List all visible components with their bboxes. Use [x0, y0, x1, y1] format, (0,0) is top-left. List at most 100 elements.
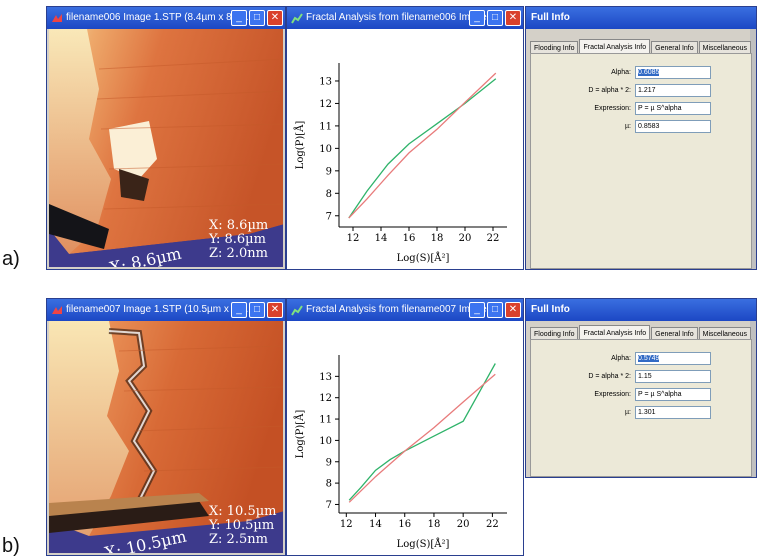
- maximize-icon[interactable]: □: [487, 302, 503, 318]
- mu-field[interactable]: 0.8583: [635, 120, 711, 133]
- tab-flooding-info[interactable]: Flooding Info: [530, 327, 579, 341]
- expression-field[interactable]: P = µ S^alpha: [635, 102, 711, 115]
- window-controls: _ □ ✕: [467, 10, 521, 26]
- window-controls: _ □ ✕: [229, 302, 283, 318]
- minimize-icon[interactable]: _: [469, 10, 485, 26]
- field-label: µ:: [625, 409, 631, 416]
- fractal-chart-a: 12 14 16 18 20 22 7 8 9 10 11 12 13 Log(S)[Å²] Log(P)[…: [294, 63, 507, 264]
- tab-flooding-info[interactable]: Flooding Info: [530, 41, 579, 55]
- window-title: Full Info: [531, 12, 570, 23]
- fractal-info-panel-a: Alpha: 0.6085 D = alpha * 2: 1.217 Expre…: [530, 53, 752, 269]
- chart-icon: [291, 305, 303, 316]
- fractal-window-a-titlebar[interactable]: Fractal Analysis from filename006 Image.…: [287, 7, 523, 29]
- scrollbar[interactable]: [750, 29, 756, 269]
- expression-field[interactable]: P = µ S^alpha: [635, 388, 711, 401]
- window-title: filename006 Image 1.STP (8.4µm x 8.6µ...: [66, 12, 255, 23]
- x-tick-label: 16: [398, 519, 411, 530]
- field-label: Alpha:: [611, 69, 631, 76]
- y-tick-label: 10: [319, 144, 332, 155]
- minimize-icon[interactable]: _: [231, 10, 247, 26]
- readout-x: X: 10.5µm: [209, 504, 277, 519]
- d-field[interactable]: 1.217: [635, 84, 711, 97]
- maximize-icon[interactable]: □: [487, 10, 503, 26]
- info-window-b-titlebar[interactable]: Full Info: [526, 299, 756, 321]
- minimize-icon[interactable]: _: [469, 302, 485, 318]
- tab-miscellaneous[interactable]: Miscellaneous: [698, 327, 752, 341]
- close-icon[interactable]: ✕: [267, 10, 283, 26]
- afm-3d-view-a[interactable]: X: 8.6µm Y: 8.6µm Z: 2.0nm X: 8.6µm: [49, 29, 283, 267]
- x-tick-label: 14: [375, 233, 388, 244]
- window-controls: _ □ ✕: [229, 10, 283, 26]
- tab-general-info[interactable]: General Info: [651, 327, 698, 341]
- x-tick-label: 22: [487, 233, 500, 244]
- minimize-icon[interactable]: _: [231, 302, 247, 318]
- maximize-icon[interactable]: □: [249, 10, 265, 26]
- fractal-window-b-titlebar[interactable]: Fractal Analysis from filename007 Image.…: [287, 299, 523, 321]
- info-window-b[interactable]: Full Info Flooding Info Fractal Analysis …: [525, 298, 757, 478]
- field-label: Alpha:: [611, 355, 631, 362]
- y-tick-label: 11: [319, 415, 332, 426]
- scrollbar[interactable]: [750, 321, 756, 477]
- field-value: 0.6085: [638, 69, 660, 76]
- readout-z: Z: 2.5nm: [209, 532, 268, 547]
- field-value: 0.5749: [638, 355, 660, 362]
- scan-readout-a: X: 8.6µm Y: 8.6µm Z: 2.0nm: [209, 219, 268, 261]
- tab-fractal-analysis-info[interactable]: Fractal Analysis Info: [579, 39, 651, 55]
- image-window-b-titlebar[interactable]: filename007 Image 1.STP (10.5µm x 10....: [47, 299, 285, 321]
- chart-icon: [291, 13, 303, 24]
- x-axis-title: Log(S)[Å²]: [397, 538, 450, 550]
- y-tick-label: 10: [319, 436, 332, 447]
- window-title: filename007 Image 1.STP (10.5µm x 10....: [66, 304, 254, 315]
- window-title: Fractal Analysis from filename007 Image.…: [306, 304, 495, 315]
- series-line-2: [348, 72, 497, 219]
- series-line-1: [348, 363, 496, 501]
- alpha-field[interactable]: 0.6085: [635, 66, 711, 79]
- y-tick-label: 8: [326, 479, 332, 490]
- field-label: Expression:: [594, 391, 631, 398]
- y-tick-label: 7: [326, 211, 332, 222]
- info-window-a-titlebar[interactable]: Full Info: [526, 7, 756, 29]
- image-window-a-titlebar[interactable]: filename006 Image 1.STP (8.4µm x 8.6µ...: [47, 7, 285, 29]
- fractal-window-b[interactable]: Fractal Analysis from filename007 Image.…: [286, 298, 524, 556]
- window-title: Full Info: [531, 304, 570, 315]
- alpha-field[interactable]: 0.5749: [635, 352, 711, 365]
- y-tick-label: 9: [326, 457, 332, 468]
- tab-miscellaneous[interactable]: Miscellaneous: [698, 41, 752, 55]
- image-window-a[interactable]: filename006 Image 1.STP (8.4µm x 8.6µ...…: [46, 6, 286, 270]
- x-tick-label: 18: [428, 519, 441, 530]
- app-icon: [52, 14, 62, 22]
- tab-general-info[interactable]: General Info: [651, 41, 698, 55]
- close-icon[interactable]: ✕: [267, 302, 283, 318]
- fractal-chart-b: 12 14 16 18 20 22 7 8 9 10 11 12 13 Log(S)[Å²] Log(P)[…: [294, 355, 507, 550]
- image-window-b[interactable]: filename007 Image 1.STP (10.5µm x 10....…: [46, 298, 286, 556]
- y-tick-label: 9: [326, 166, 332, 177]
- fractal-window-a[interactable]: Fractal Analysis from filename006 Image.…: [286, 6, 524, 270]
- d-field[interactable]: 1.15: [635, 370, 711, 383]
- readout-x: X: 8.6µm: [209, 218, 269, 233]
- close-icon[interactable]: ✕: [505, 10, 521, 26]
- info-window-a[interactable]: Full Info Flooding Info Fractal Analysis …: [525, 6, 757, 270]
- y-tick-label: 12: [319, 393, 332, 404]
- afm-surface-b: [49, 321, 283, 553]
- info-tabs-a: Flooding Info Fractal Analysis Info Genera…: [530, 37, 752, 55]
- fractal-plot-area-a: 12 14 16 18 20 22 7 8 9 10 11 12 13 Log(S)[Å²] Log(P)[…: [289, 29, 521, 267]
- readout-y: Y: 8.6µm: [209, 232, 266, 247]
- tab-fractal-analysis-info[interactable]: Fractal Analysis Info: [579, 325, 651, 341]
- afm-surface-a: [49, 29, 283, 267]
- mu-field[interactable]: 1.301: [635, 406, 711, 419]
- field-label: D = alpha * 2:: [588, 87, 631, 94]
- panel-label-a: a): [2, 248, 20, 270]
- window-controls: _ □ ✕: [467, 302, 521, 318]
- afm-3d-view-b[interactable]: X: 10.5µm Y: 10.5µm Z: 2.5nm X: 10.5µm: [49, 321, 283, 553]
- x-tick-label: 12: [340, 519, 353, 530]
- x-tick-label: 16: [403, 233, 416, 244]
- field-label: µ:: [625, 123, 631, 130]
- x-tick-label: 18: [431, 233, 444, 244]
- x-axis-title: Log(S)[Å²]: [397, 252, 450, 264]
- x-tick-label: 14: [369, 519, 382, 530]
- maximize-icon[interactable]: □: [249, 302, 265, 318]
- close-icon[interactable]: ✕: [505, 302, 521, 318]
- app-icon: [52, 306, 62, 314]
- y-tick-label: 13: [319, 372, 332, 383]
- info-tabs-b: Flooding Info Fractal Analysis Info Genera…: [530, 323, 752, 341]
